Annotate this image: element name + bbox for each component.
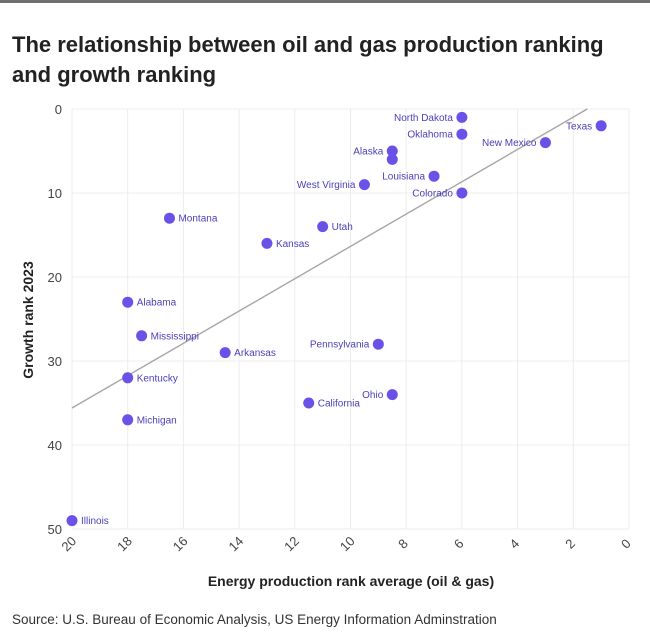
point-label: Kentucky (137, 373, 178, 384)
point-label: New Mexico (482, 138, 537, 149)
point-label: Montana (178, 214, 217, 225)
point-label: Oklahoma (407, 130, 453, 141)
data-point[interactable] (428, 170, 440, 182)
data-point[interactable] (386, 145, 398, 157)
point-label: Michigan (137, 415, 177, 426)
x-tick-label: 10 (337, 533, 358, 554)
y-tick-label: 30 (48, 354, 62, 369)
data-point[interactable] (219, 347, 231, 359)
x-tick-label: 8 (395, 536, 411, 552)
x-tick-label: 16 (170, 533, 191, 554)
trendline-group (71, 108, 588, 409)
point-label: Arkansas (234, 348, 276, 359)
point-label: Louisiana (382, 172, 425, 183)
point-label: California (318, 399, 361, 410)
point-label: Kansas (276, 239, 309, 250)
x-tick-label: 12 (281, 533, 302, 554)
data-point[interactable] (386, 153, 398, 165)
point-label: Alabama (137, 298, 177, 309)
data-point[interactable] (317, 221, 329, 233)
x-tick-label: 18 (114, 533, 135, 554)
data-point[interactable] (122, 296, 134, 308)
data-point[interactable] (456, 128, 468, 140)
y-tick-label: 40 (48, 438, 62, 453)
y-axis-title: Growth rank 2023 (20, 261, 36, 379)
y-tick-label: 50 (48, 522, 62, 537)
data-point[interactable] (456, 111, 468, 123)
points-group: North Dakota Texas Oklahoma New Mexico Alask… (66, 111, 607, 527)
top-border (0, 0, 650, 3)
data-point[interactable] (539, 137, 551, 149)
point-label: Colorado (412, 189, 453, 200)
data-point[interactable] (456, 187, 468, 199)
data-point[interactable] (163, 212, 175, 224)
x-tick-label: 2 (562, 536, 578, 552)
y-tick-label: 20 (48, 270, 62, 285)
data-point[interactable] (386, 389, 398, 401)
x-axis-ticks: 20 18 16 14 12 10 8 6 4 2 0 (58, 533, 633, 554)
data-point[interactable] (122, 414, 134, 426)
source-note: Source: U.S. Bureau of Economic Analysis… (12, 612, 497, 627)
grid (71, 108, 630, 530)
x-tick-label: 6 (451, 536, 467, 552)
x-tick-label: 4 (507, 536, 523, 552)
data-point[interactable] (136, 330, 148, 342)
point-label: Utah (332, 222, 353, 233)
data-point[interactable] (303, 397, 315, 409)
x-tick-label: 14 (225, 533, 246, 554)
point-label: North Dakota (394, 113, 453, 124)
data-point[interactable] (122, 372, 134, 384)
trendline (71, 108, 588, 409)
point-label: Texas (566, 121, 592, 132)
x-axis-title: Energy production rank average (oil & ga… (208, 573, 494, 589)
data-point[interactable] (261, 237, 273, 249)
point-label: Pennsylvania (310, 340, 370, 351)
x-tick-label: 0 (618, 536, 634, 552)
data-point[interactable] (358, 179, 370, 191)
chart-title: The relationship between oil and gas pro… (12, 32, 604, 87)
y-tick-label: 10 (48, 186, 62, 201)
data-point[interactable] (372, 338, 384, 350)
data-point[interactable] (595, 120, 607, 132)
y-axis-ticks: 0 10 20 30 40 50 (48, 102, 62, 537)
y-tick-label: 0 (55, 102, 62, 117)
point-label: Ohio (362, 390, 384, 401)
point-label: Illinois (81, 516, 109, 527)
point-label: Alaska (353, 147, 383, 158)
data-point[interactable] (66, 515, 78, 527)
point-label: Mississippi (151, 331, 199, 342)
point-label: West Virginia (297, 180, 356, 191)
